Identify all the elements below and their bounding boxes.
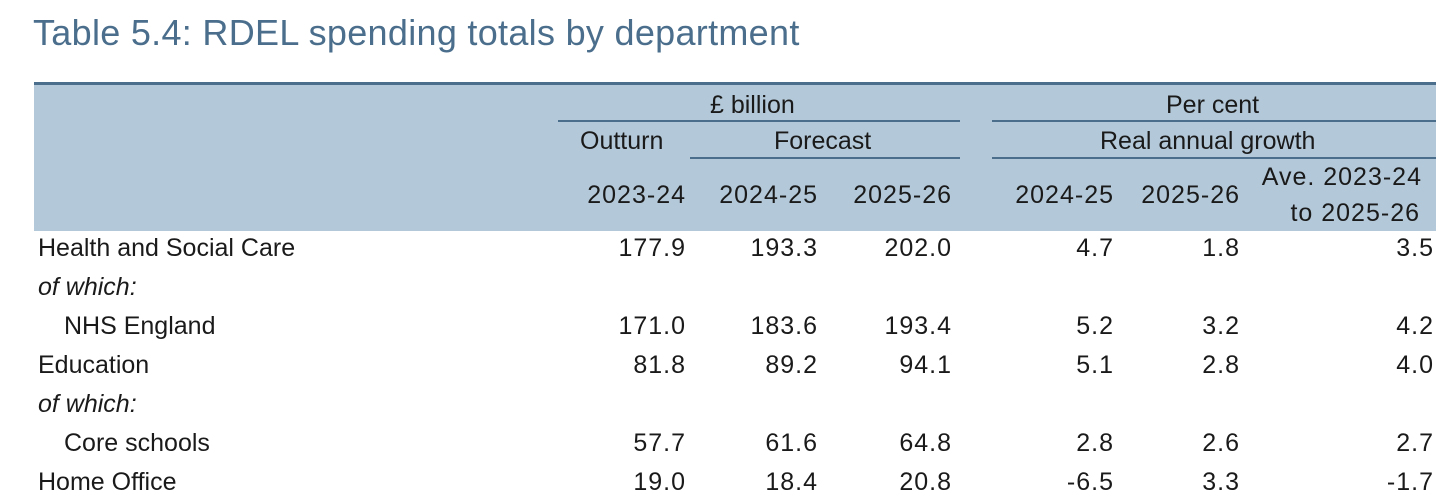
table-header: £ billion Per cent Outturn Forecast Real… bbox=[34, 82, 1436, 231]
table-row: of which: bbox=[34, 273, 1436, 311]
header-pct-2025-26: 2025-26 bbox=[1141, 181, 1240, 209]
row-label: Health and Social Care bbox=[38, 234, 296, 262]
cell-2023-24: 19.0 bbox=[633, 468, 686, 496]
cell-growth-average: 3.5 bbox=[1396, 234, 1434, 262]
header-real-growth: Real annual growth bbox=[1100, 127, 1316, 155]
cell-growth-2025-26: 3.2 bbox=[1202, 312, 1240, 340]
table-row: NHS England 171.0 183.6 193.4 5.2 3.2 4.… bbox=[34, 312, 1436, 350]
cell-2025-26: 64.8 bbox=[899, 429, 952, 457]
header-col-2025-26: 2025-26 bbox=[853, 181, 952, 209]
cell-growth-2024-25: 5.1 bbox=[1076, 351, 1114, 379]
cell-growth-average: 4.2 bbox=[1396, 312, 1434, 340]
cell-2025-26: 94.1 bbox=[899, 351, 952, 379]
cell-growth-2025-26: 2.8 bbox=[1202, 351, 1240, 379]
cell-2025-26: 193.4 bbox=[884, 312, 952, 340]
header-forecast: Forecast bbox=[774, 127, 872, 155]
cell-growth-2025-26: 3.3 bbox=[1202, 468, 1240, 496]
cell-growth-average: 4.0 bbox=[1396, 351, 1434, 379]
table-row: Health and Social Care 177.9 193.3 202.0… bbox=[34, 234, 1436, 272]
cell-2024-25: 61.6 bbox=[765, 429, 818, 457]
header-pct-2024-25: 2024-25 bbox=[1015, 181, 1114, 209]
header-ave-line1: Ave. 2023-24 bbox=[1261, 163, 1422, 191]
header-outturn: Outturn bbox=[580, 127, 664, 155]
table-row: Home Office 19.0 18.4 20.8 -6.5 3.3 -1.7 bbox=[34, 468, 1436, 502]
cell-2024-25: 18.4 bbox=[765, 468, 818, 496]
row-label: of which: bbox=[38, 390, 137, 418]
row-label: Home Office bbox=[38, 468, 177, 496]
cell-2025-26: 20.8 bbox=[899, 468, 952, 496]
rule-forecast bbox=[690, 157, 960, 159]
row-label: Education bbox=[38, 351, 150, 379]
cell-growth-2025-26: 1.8 bbox=[1202, 234, 1240, 262]
cell-2024-25: 183.6 bbox=[750, 312, 818, 340]
cell-growth-2024-25: 4.7 bbox=[1076, 234, 1114, 262]
rule-per-cent bbox=[992, 120, 1436, 122]
cell-growth-2024-25: 5.2 bbox=[1076, 312, 1114, 340]
table-row: of which: bbox=[34, 390, 1436, 428]
header-billion: £ billion bbox=[710, 91, 795, 119]
cell-2024-25: 193.3 bbox=[750, 234, 818, 262]
table-row: Education 81.8 89.2 94.1 5.1 2.8 4.0 bbox=[34, 351, 1436, 389]
cell-growth-2024-25: 2.8 bbox=[1076, 429, 1114, 457]
cell-2023-24: 81.8 bbox=[633, 351, 686, 379]
header-ave-line2: to 2025-26 bbox=[1290, 199, 1420, 227]
header-col-2024-25: 2024-25 bbox=[719, 181, 818, 209]
rule-billion bbox=[558, 120, 960, 122]
row-label: NHS England bbox=[64, 312, 216, 340]
cell-growth-2024-25: -6.5 bbox=[1066, 468, 1114, 496]
cell-2024-25: 89.2 bbox=[765, 351, 818, 379]
cell-2025-26: 202.0 bbox=[884, 234, 952, 262]
header-col-2023-24: 2023-24 bbox=[587, 181, 686, 209]
header-per-cent: Per cent bbox=[1166, 91, 1260, 119]
rule-real-growth bbox=[992, 157, 1436, 159]
table-title: Table 5.4: RDEL spending totals by depar… bbox=[33, 12, 800, 53]
cell-growth-average: 2.7 bbox=[1396, 429, 1434, 457]
cell-2023-24: 177.9 bbox=[618, 234, 686, 262]
cell-2023-24: 57.7 bbox=[633, 429, 686, 457]
table-row: Core schools 57.7 61.6 64.8 2.8 2.6 2.7 bbox=[34, 429, 1436, 467]
row-label: of which: bbox=[38, 273, 137, 301]
cell-2023-24: 171.0 bbox=[618, 312, 686, 340]
row-label: Core schools bbox=[64, 429, 210, 457]
cell-growth-2025-26: 2.6 bbox=[1202, 429, 1240, 457]
cell-growth-average: -1.7 bbox=[1386, 468, 1434, 496]
